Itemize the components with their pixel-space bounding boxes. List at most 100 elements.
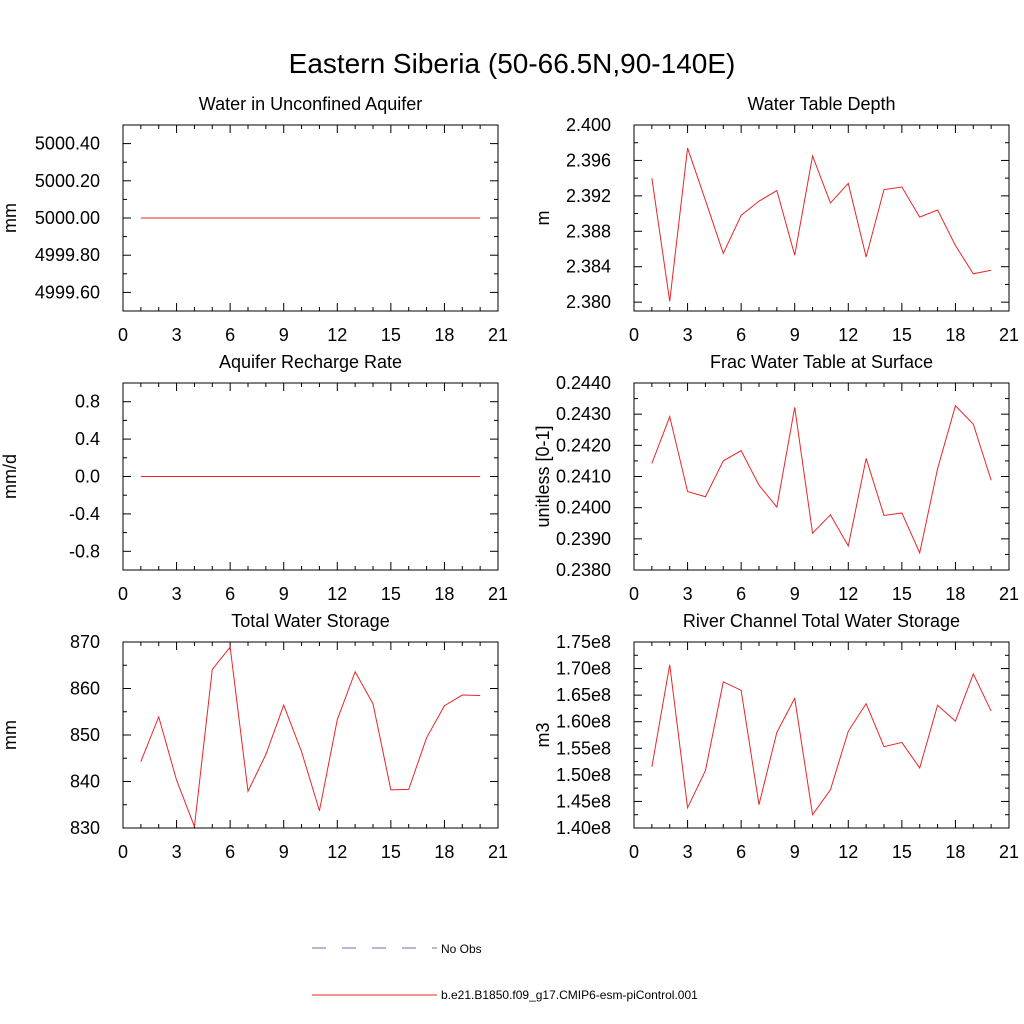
panel-title: River Channel Total Water Storage	[683, 611, 960, 631]
y-tick-label: 0.2430	[556, 404, 611, 424]
x-tick-label: 21	[999, 584, 1019, 604]
x-tick-label: 0	[629, 325, 639, 345]
x-tick-label: 6	[736, 584, 746, 604]
y-tick-label: 5000.00	[35, 208, 100, 228]
panel-title: Frac Water Table at Surface	[710, 352, 933, 372]
series-line-model	[651, 404, 992, 555]
x-tick-label: 6	[225, 325, 235, 345]
y-axis-label: mm/d	[0, 454, 20, 499]
plot-frame	[633, 382, 1010, 571]
y-tick-label: 0.2420	[556, 435, 611, 455]
x-tick-label: 15	[892, 325, 912, 345]
panel-title: Aquifer Recharge Rate	[219, 352, 402, 372]
panel-title: Total Water Storage	[231, 611, 389, 631]
x-tick-label: 9	[279, 842, 289, 862]
y-tick-label: -0.4	[69, 504, 100, 524]
plot-frame	[633, 124, 1010, 312]
y-tick-label: 0.4	[75, 429, 100, 449]
x-tick-label: 21	[488, 325, 508, 345]
y-tick-label: 5000.20	[35, 171, 100, 191]
plot-frame	[633, 641, 1010, 829]
x-tick-label: 12	[838, 842, 858, 862]
y-tick-label: 2.384	[566, 257, 611, 277]
x-tick-label: 9	[279, 325, 289, 345]
x-tick-label: 6	[736, 842, 746, 862]
y-tick-label: 1.45e8	[556, 791, 611, 811]
panel-title: Water Table Depth	[747, 94, 895, 114]
x-tick-label: 12	[327, 584, 347, 604]
y-tick-label: 1.70e8	[556, 659, 611, 679]
y-axis-label: m3	[533, 722, 553, 747]
x-tick-label: 15	[892, 842, 912, 862]
y-tick-label: 0.2410	[556, 467, 611, 487]
y-tick-label: 1.55e8	[556, 738, 611, 758]
x-tick-label: 21	[488, 842, 508, 862]
y-tick-label: -0.8	[69, 541, 100, 561]
panel-6: River Channel Total Water Storage m3 0 3 6 9 1…	[533, 611, 1019, 862]
x-tick-label: 3	[172, 842, 182, 862]
y-tick-label: 2.392	[566, 186, 611, 206]
y-tick-label: 1.60e8	[556, 712, 611, 732]
x-tick-label: 18	[434, 584, 454, 604]
x-tick-label: 12	[838, 584, 858, 604]
panel-title: Water in Unconfined Aquifer	[199, 94, 422, 114]
panel-4: Frac Water Table at Surface unitless [0-1…	[533, 352, 1019, 604]
series-line-model	[651, 147, 992, 302]
figure-title: Eastern Siberia (50-66.5N,90-140E)	[289, 48, 736, 79]
x-tick-label: 0	[629, 584, 639, 604]
x-tick-label: 9	[790, 842, 800, 862]
panels: Water in Unconfined Aquifer mm 0 3 6 9 12 15 18 2…	[0, 94, 1019, 862]
x-tick-label: 9	[790, 584, 800, 604]
y-tick-label: 0.2440	[556, 373, 611, 393]
x-tick-label: 18	[434, 842, 454, 862]
y-axis-label: m	[533, 211, 553, 226]
y-tick-label: 1.65e8	[556, 685, 611, 705]
x-tick-label: 12	[327, 325, 347, 345]
y-tick-label: 860	[70, 679, 100, 699]
x-tick-label: 15	[892, 584, 912, 604]
y-tick-label: 850	[70, 725, 100, 745]
x-tick-label: 6	[225, 842, 235, 862]
x-tick-label: 12	[838, 325, 858, 345]
y-tick-label: 1.75e8	[556, 632, 611, 652]
y-axis-label: mm	[0, 720, 20, 750]
legend-label-model: b.e21.B1850.f09_g17.CMIP6-esm-piControl.…	[441, 988, 698, 1002]
legend: No Obs b.e21.B1850.f09_g17.CMIP6-esm-piC…	[312, 942, 698, 1002]
x-tick-label: 15	[381, 584, 401, 604]
x-tick-label: 21	[488, 584, 508, 604]
y-tick-label: 830	[70, 818, 100, 838]
x-tick-label: 3	[683, 584, 693, 604]
x-tick-label: 3	[683, 325, 693, 345]
x-tick-label: 6	[736, 325, 746, 345]
x-tick-label: 9	[790, 325, 800, 345]
y-tick-label: 840	[70, 772, 100, 792]
y-tick-label: 4999.80	[35, 245, 100, 265]
plot-frame	[122, 641, 499, 829]
y-tick-label: 0.8	[75, 392, 100, 412]
x-tick-label: 0	[118, 584, 128, 604]
panel-1: Water in Unconfined Aquifer mm 0 3 6 9 12 15 18 2…	[0, 94, 508, 345]
x-tick-label: 3	[172, 325, 182, 345]
panel-5: Total Water Storage mm 0 3 6 9 12 15 18 21 830 840 8…	[0, 611, 508, 862]
x-tick-label: 9	[279, 584, 289, 604]
y-axis-label: mm	[0, 203, 20, 233]
x-tick-label: 6	[225, 584, 235, 604]
y-tick-label: 1.50e8	[556, 765, 611, 785]
x-tick-label: 15	[381, 842, 401, 862]
x-tick-label: 18	[945, 842, 965, 862]
x-tick-label: 21	[999, 842, 1019, 862]
series-line-model	[651, 664, 992, 816]
y-tick-label: 2.396	[566, 150, 611, 170]
x-tick-label: 18	[945, 584, 965, 604]
x-tick-label: 3	[172, 584, 182, 604]
x-tick-label: 0	[629, 842, 639, 862]
series-line-model	[140, 645, 481, 827]
y-tick-label: 2.380	[566, 292, 611, 312]
y-tick-label: 2.400	[566, 115, 611, 135]
x-tick-label: 12	[327, 842, 347, 862]
panel-2: Water Table Depth m 0 3 6 9 12 15 18 21 2.380 2.384…	[533, 94, 1019, 345]
y-tick-label: 0.2390	[556, 529, 611, 549]
x-tick-label: 15	[381, 325, 401, 345]
y-tick-label: 0.2380	[556, 560, 611, 580]
